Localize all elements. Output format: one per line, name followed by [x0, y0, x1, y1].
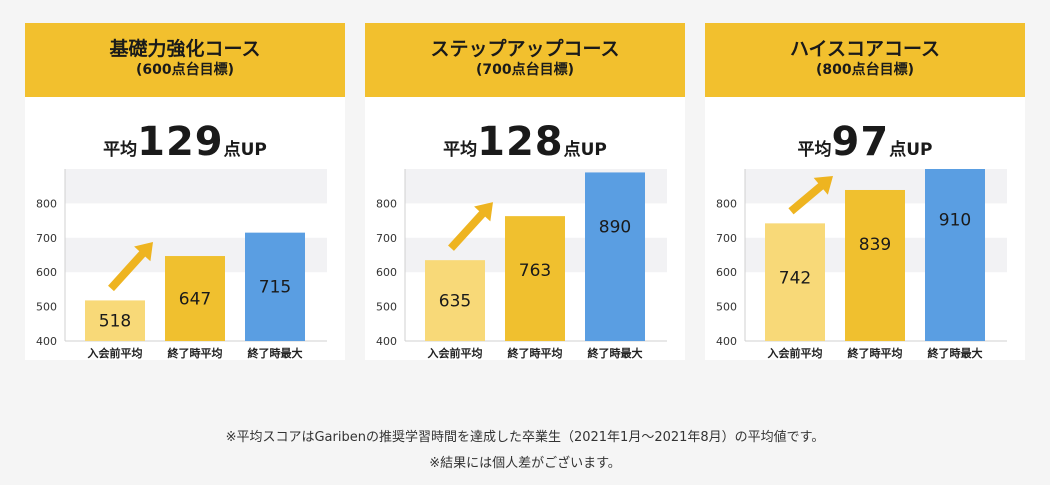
category-label: 入会前平均 [428, 346, 483, 360]
growth-arrow-shaft [108, 249, 147, 292]
bar [85, 300, 145, 341]
course-target: (600点台目標) [135, 62, 235, 78]
bar-value-label: 518 [99, 312, 131, 332]
score-bar-chart: 400 500 600 700 800 742 入会前平均 839 終了時平均 910 終了時最大 [716, 169, 1007, 360]
bar [925, 169, 985, 341]
y-tick-label: 600 [716, 266, 737, 279]
y-tick-label: 700 [716, 232, 737, 245]
average-value: 97 [831, 119, 890, 165]
y-tick-label: 500 [36, 301, 57, 314]
course-card-basic: 基礎力強化コース (600点台目標) 平均129点UP 400 500 600 700… [25, 23, 345, 360]
average-prefix: 平均 [103, 140, 138, 160]
average-increase: 平均129点UP [25, 118, 345, 166]
growth-arrow-icon [448, 202, 493, 251]
y-tick-label: 600 [36, 266, 57, 279]
y-tick-label: 700 [36, 232, 57, 245]
card-header: ステップアップコース (700点台目標) [365, 23, 685, 97]
growth-arrow-icon [788, 175, 833, 215]
course-target: (800点台目標) [815, 62, 915, 78]
average-value: 128 [477, 119, 564, 165]
bar-value-label: 763 [519, 261, 551, 281]
bar-value-label: 742 [779, 268, 811, 288]
bar-value-label: 910 [939, 211, 971, 231]
average-unit: 点UP [563, 140, 607, 160]
footnote-disclaimer: ※結果には個人差がございます。 [429, 456, 621, 471]
bar [585, 172, 645, 341]
y-tick-label: 800 [36, 197, 57, 210]
y-tick-label: 400 [376, 335, 397, 348]
growth-arrow-head [813, 175, 833, 195]
y-tick-label: 400 [36, 335, 57, 348]
course-name: 基礎力強化コース [109, 38, 261, 60]
average-unit: 点UP [223, 140, 267, 160]
growth-arrow-head [134, 242, 154, 262]
bar [165, 256, 225, 341]
y-tick-label: 800 [376, 197, 397, 210]
category-label: 終了時平均 [848, 346, 903, 360]
y-tick-label: 400 [716, 335, 737, 348]
bar [245, 232, 305, 341]
bar-value-label: 839 [859, 235, 891, 255]
y-tick-label: 500 [376, 301, 397, 314]
bar [765, 223, 825, 341]
grid-band [65, 169, 327, 204]
growth-arrow-icon [108, 242, 154, 292]
course-name: ステップアップコース [430, 38, 620, 60]
average-increase: 平均97点UP [705, 118, 1025, 166]
category-label: 終了時最大 [928, 346, 983, 360]
y-tick-label: 500 [716, 301, 737, 314]
category-label: 終了時平均 [168, 346, 223, 360]
category-label: 入会前平均 [768, 346, 823, 360]
bar [425, 260, 485, 341]
bar [845, 189, 905, 341]
average-increase: 平均128点UP [365, 118, 685, 166]
category-label: 終了時平均 [508, 346, 563, 360]
category-label: 終了時最大 [248, 346, 303, 360]
course-card-highscore: ハイスコアコース (800点台目標) 平均97点UP 400 500 600 700 8… [705, 23, 1025, 360]
average-unit: 点UP [889, 140, 933, 160]
category-label: 終了時最大 [588, 346, 643, 360]
score-bar-chart: 400 500 600 700 800 635 入会前平均 763 終了時平均 890 終了時最大 [376, 169, 667, 360]
average-value: 129 [137, 119, 224, 165]
category-label: 入会前平均 [88, 346, 143, 360]
growth-arrow-head [474, 202, 493, 222]
growth-arrow-shaft [448, 209, 487, 251]
y-tick-label: 600 [376, 266, 397, 279]
course-target: (700点台目標) [475, 62, 575, 78]
bar-value-label: 715 [259, 278, 291, 298]
bar-value-label: 647 [179, 290, 211, 310]
bar [505, 216, 565, 341]
bar-value-label: 635 [439, 292, 471, 312]
average-prefix: 平均 [797, 140, 832, 160]
y-tick-label: 700 [376, 232, 397, 245]
average-prefix: 平均 [443, 140, 478, 160]
card-header: 基礎力強化コース (600点台目標) [25, 23, 345, 97]
y-tick-label: 800 [716, 197, 737, 210]
score-bar-chart: 400 500 600 700 800 518 入会前平均 647 終了時平均 715 終了時最大 [36, 169, 327, 360]
bar-value-label: 890 [599, 217, 631, 237]
footnote-average-note: ※平均スコアはGaribenの推奨学習時間を達成した卒業生（2021年1月〜20… [225, 430, 825, 445]
course-name: ハイスコアコース [789, 38, 941, 60]
course-card-stepup: ステップアップコース (700点台目標) 平均128点UP 400 500 600 7… [365, 23, 685, 360]
card-header: ハイスコアコース (800点台目標) [705, 23, 1025, 97]
growth-arrow-shaft [788, 181, 825, 215]
